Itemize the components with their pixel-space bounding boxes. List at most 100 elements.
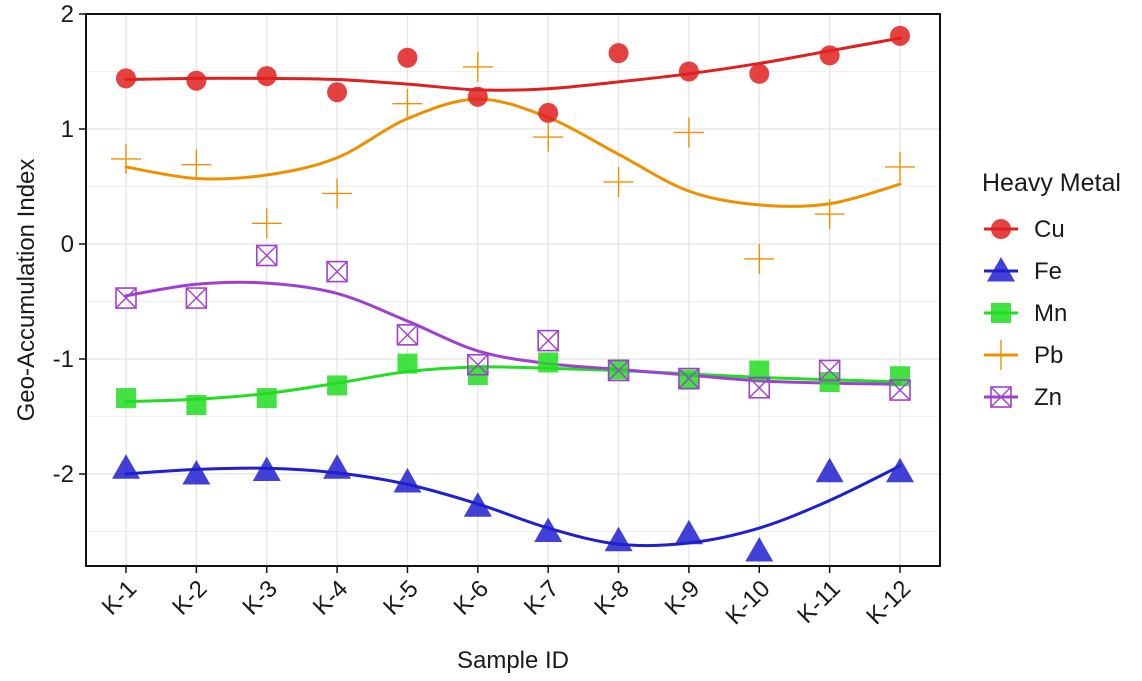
point-fe-k-11: [815, 457, 844, 483]
point-pb-k-3: [251, 208, 282, 239]
legend-marker-mn: [991, 303, 1011, 323]
point-pb-k-11: [814, 199, 845, 230]
y-axis: -2 -1 0 1 2: [53, 1, 86, 488]
x-tick-label: K-10: [721, 575, 776, 630]
legend-label-pb: Pb: [1034, 342, 1063, 369]
y-tick-label: 0: [61, 231, 74, 258]
data-points: [111, 25, 915, 562]
gridlines: [86, 13, 940, 566]
x-tick-label: K-1: [97, 575, 143, 621]
point-mn-k-4: [327, 375, 348, 396]
point-cu-k-3: [256, 66, 277, 87]
trend-line-cu: [124, 36, 902, 92]
point-cu-k-1: [116, 68, 136, 89]
point-fe-k-2: [182, 460, 211, 485]
legend-item-pb: Pb: [984, 340, 1063, 370]
x-tick-label: K-3: [237, 575, 283, 621]
point-cu-k-6: [467, 86, 488, 107]
x-tick-label: K-11: [792, 575, 846, 629]
x-axis-title: Sample ID: [457, 647, 569, 674]
legend: Heavy Metal Cu Fe Mn Pb Zn: [982, 169, 1121, 411]
point-fe-k-12: [886, 457, 914, 483]
point-cu-k-4: [327, 82, 348, 103]
legend-item-zn: Zn: [984, 384, 1062, 411]
legend-marker-fe: [987, 257, 1015, 282]
y-tick-label: 1: [61, 116, 74, 143]
x-tick-label: K-12: [861, 575, 916, 630]
point-mn-k-8: [608, 359, 629, 380]
point-mn-k-12: [890, 366, 910, 387]
y-tick-label: 2: [61, 1, 74, 28]
legend-item-fe: Fe: [984, 257, 1062, 285]
point-fe-k-8: [604, 526, 633, 552]
point-pb-k-5: [392, 88, 423, 119]
y-tick-label: -2: [53, 461, 74, 488]
point-pb-k-6: [462, 51, 493, 82]
point-fe-k-7: [534, 517, 563, 542]
point-fe-k-9: [674, 519, 703, 545]
point-fe-k-4: [323, 454, 352, 479]
point-fe-k-10: [745, 537, 774, 562]
point-cu-k-12: [890, 25, 910, 46]
point-mn-k-5: [397, 353, 418, 374]
y-tick-label: -1: [53, 346, 74, 373]
point-zn-k-11: [818, 359, 841, 382]
x-tick-label: K-6: [449, 575, 495, 621]
x-tick-label: K-7: [519, 575, 565, 621]
point-zn-k-7: [537, 329, 559, 352]
point-fe-k-3: [252, 456, 281, 482]
plot-frame: [85, 13, 941, 567]
point-pb-k-1: [111, 143, 141, 174]
x-tick-label: K-4: [308, 575, 354, 621]
trend-line-mn: [124, 365, 902, 404]
point-mn-k-7: [538, 352, 559, 373]
point-cu-k-10: [749, 63, 770, 84]
point-fe-k-1: [112, 454, 140, 479]
legend-label-mn: Mn: [1034, 300, 1067, 327]
point-pb-k-12: [885, 151, 915, 182]
legend-item-mn: Mn: [984, 300, 1067, 327]
legend-marker-zn: [990, 386, 1012, 408]
legend-item-cu: Cu: [984, 216, 1065, 243]
trend-line-zn: [124, 280, 902, 386]
x-tick-label: K-8: [589, 575, 635, 621]
point-pb-k-7: [533, 122, 564, 153]
point-zn-k-3: [255, 244, 278, 267]
x-tick-label: K-5: [378, 575, 424, 621]
point-zn-k-12: [889, 379, 911, 401]
point-pb-k-9: [673, 117, 704, 148]
point-cu-k-11: [819, 45, 840, 66]
point-mn-k-2: [186, 395, 207, 415]
point-cu-k-5: [397, 47, 418, 68]
point-zn-k-5: [396, 324, 419, 346]
point-mn-k-11: [819, 372, 840, 392]
point-mn-k-9: [678, 369, 699, 390]
point-pb-k-10: [744, 243, 775, 274]
point-cu-k-9: [678, 61, 699, 82]
point-cu-k-2: [186, 70, 207, 91]
point-zn-k-4: [326, 260, 348, 283]
legend-marker-cu: [991, 219, 1011, 239]
legend-label-cu: Cu: [1034, 216, 1065, 243]
point-fe-k-6: [463, 492, 492, 517]
point-cu-k-8: [608, 43, 629, 64]
legend-label-zn: Zn: [1034, 384, 1062, 411]
trend-line-pb: [124, 97, 902, 208]
point-zn-k-10: [748, 376, 771, 399]
point-zn-k-8: [607, 359, 630, 382]
y-axis-title: Geo-Accumulation Index: [13, 159, 40, 422]
legend-marker-pb: [986, 340, 1016, 370]
point-pb-k-2: [181, 149, 212, 180]
point-cu-k-7: [538, 102, 559, 123]
legend-label-fe: Fe: [1034, 258, 1062, 285]
x-axis: K-1 K-2 K-3 K-4 K-5 K-6 K-7 K-8 K-9 K-10 K-11 K-12: [97, 566, 916, 630]
point-fe-k-5: [393, 468, 422, 493]
x-tick-label: K-2: [167, 575, 213, 621]
point-mn-k-1: [116, 388, 136, 409]
point-pb-k-4: [322, 178, 353, 209]
x-tick-label: K-9: [660, 575, 706, 621]
point-mn-k-10: [749, 360, 770, 381]
point-zn-k-9: [678, 367, 700, 390]
legend-title: Heavy Metal: [982, 169, 1121, 197]
